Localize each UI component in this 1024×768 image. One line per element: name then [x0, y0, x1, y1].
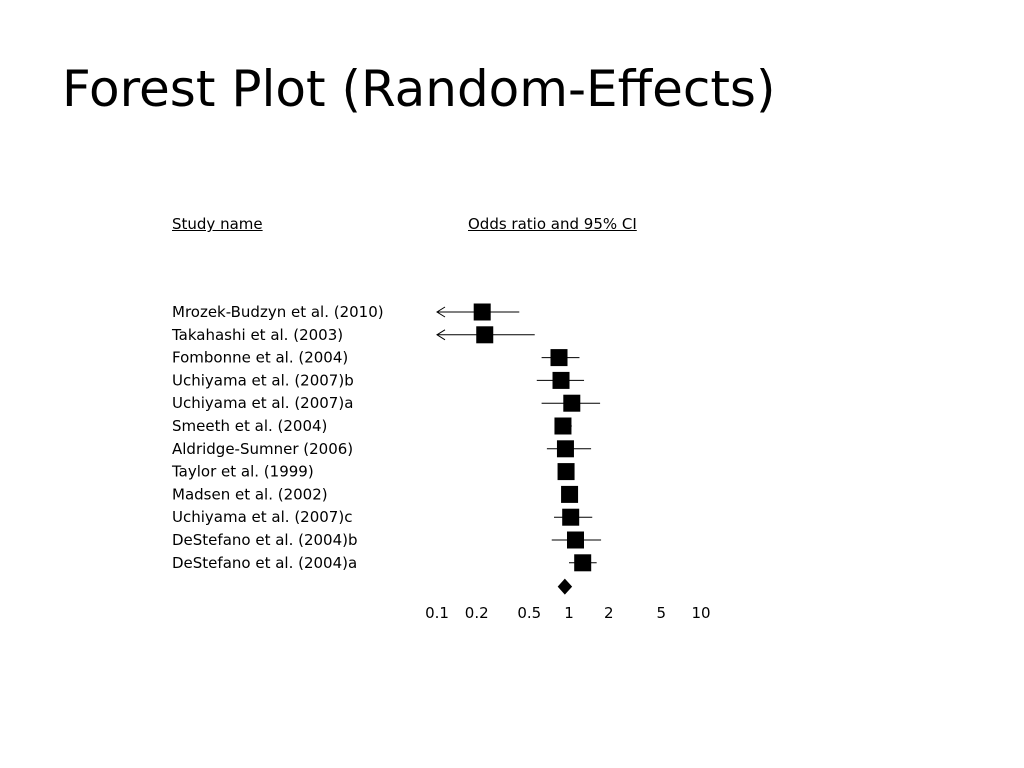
point-estimate: [473, 303, 491, 321]
x-tick-label: 1: [564, 604, 574, 622]
slide-title: Forest Plot (Random-Effects): [62, 60, 776, 118]
point-estimate: [476, 326, 494, 344]
study-label: Uchiyama et al. (2007)b: [172, 371, 354, 389]
point-estimate: [566, 531, 584, 549]
x-tick-label: 5: [656, 604, 666, 622]
x-tick-label: 0.1: [425, 604, 449, 622]
point-estimate: [552, 371, 570, 389]
study-label: Mrozek-Budzyn et al. (2010): [172, 303, 384, 321]
point-estimate: [561, 485, 579, 503]
point-estimate: [563, 394, 581, 412]
truncation-arrow: [436, 329, 446, 341]
point-estimate: [550, 349, 568, 367]
study-label: Uchiyama et al. (2007)a: [172, 394, 353, 412]
study-label: Madsen et al. (2002): [172, 485, 328, 503]
x-tick-label: 0.2: [465, 604, 489, 622]
study-label: Smeeth et al. (2004): [172, 417, 327, 435]
truncation-arrow: [436, 306, 446, 318]
x-tick-label: 0.5: [517, 604, 541, 622]
study-label: Takahashi et al. (2003): [171, 326, 343, 344]
odds-ratio-header: Odds ratio and 95% CI: [468, 215, 637, 233]
study-label: DeStefano et al. (2004)b: [172, 531, 358, 549]
summary-diamond: [557, 578, 573, 595]
study-label: Taylor et al. (1999): [171, 463, 314, 481]
point-estimate: [574, 554, 592, 572]
x-tick-label: 10: [691, 604, 710, 622]
point-estimate: [556, 440, 574, 458]
point-estimate: [557, 463, 575, 481]
study-label: Aldridge-Sumner (2006): [172, 440, 353, 458]
study-name-header: Study name: [172, 215, 263, 233]
point-estimate: [554, 417, 572, 435]
study-label: Fombonne et al. (2004): [172, 349, 348, 367]
study-label: Uchiyama et al. (2007)c: [172, 508, 352, 526]
x-tick-label: 2: [604, 604, 614, 622]
point-estimate: [562, 508, 580, 526]
study-label: DeStefano et al. (2004)a: [172, 554, 357, 572]
